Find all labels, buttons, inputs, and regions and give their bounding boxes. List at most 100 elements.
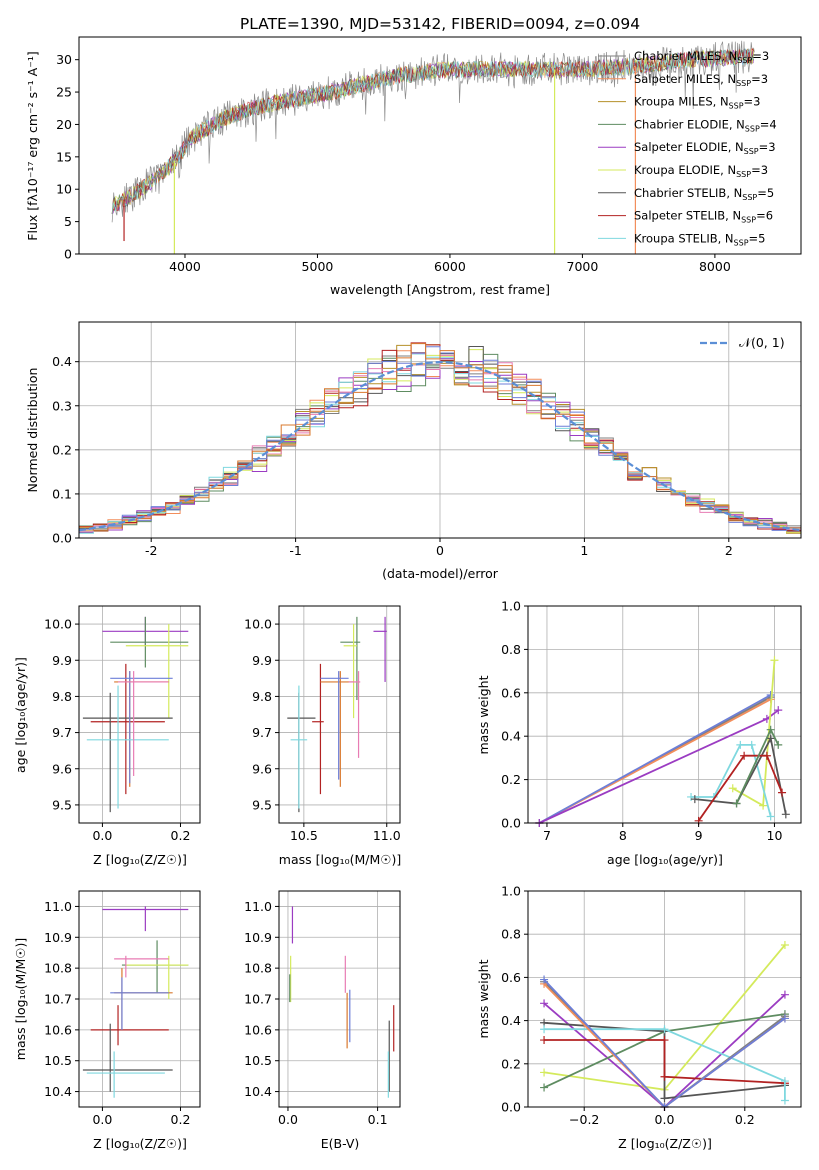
plus-marker xyxy=(728,784,737,793)
legend-sub: SSP xyxy=(734,238,749,247)
x-tick-label: 0.0 xyxy=(92,1112,112,1127)
mass-weight-series-5 xyxy=(544,1028,786,1101)
x-tick-label: 8 xyxy=(619,828,627,843)
plot-frame xyxy=(78,36,802,255)
x-tick-label: 0.1 xyxy=(368,1112,388,1127)
y-tick-label: 0.6 xyxy=(501,685,521,700)
legend-n: =5 xyxy=(749,231,766,245)
y-tick-label: 9.9 xyxy=(252,653,272,668)
plus-marker xyxy=(781,810,790,819)
plus-marker xyxy=(660,1036,669,1045)
y-tick-label: 10.8 xyxy=(44,961,72,976)
y-tick-label: 0.0 xyxy=(501,1100,521,1115)
x-tick-label: 0.2 xyxy=(171,828,191,843)
y-tick-label: 9.7 xyxy=(252,725,272,740)
y-tick-label: 9.8 xyxy=(52,689,72,704)
plus-marker xyxy=(778,788,787,797)
y-tick-label: 10.5 xyxy=(244,1053,272,1068)
age-vs-mass-panel: 10.5 11.0 9.5 9.6 9.7 9.8 9.9 10.0 mass [log₁₀(M… xyxy=(244,605,401,867)
y-tick-label: 10.6 xyxy=(44,1022,72,1037)
x-tick-label: 10 xyxy=(767,828,783,843)
y-tick-label: 0.4 xyxy=(501,1013,521,1028)
plus-marker xyxy=(774,740,783,749)
legend-n: =6 xyxy=(756,209,773,223)
x-tick-label: 8000 xyxy=(699,259,731,274)
y-axis-label: mass [log₁₀(M/M☉)] xyxy=(13,938,28,1060)
legend-sub: SSP xyxy=(741,216,756,225)
y-tick-label: 0.8 xyxy=(501,927,521,942)
y-tick-label: 10.4 xyxy=(44,1084,72,1099)
plus-marker xyxy=(759,801,768,810)
y-tick-label: 10.6 xyxy=(244,1022,272,1037)
y-tick-label: 20 xyxy=(56,117,72,132)
x-tick-label: 0.0 xyxy=(278,1112,298,1127)
x-tick-label: −0.2 xyxy=(569,1112,599,1127)
y-tick-label: 10.9 xyxy=(44,930,72,945)
age-vs-z-panel: 0.0 0.2 9.5 9.6 9.7 9.8 9.9 10.0 Z [log₁₀(Z/Z☉)]… xyxy=(13,605,201,867)
legend-entry: Kroupa MILES, NSSP=3 xyxy=(634,95,760,111)
y-tick-label: 0.0 xyxy=(52,531,72,546)
y-tick-label: 1.0 xyxy=(501,884,521,899)
y-tick-label: 10.9 xyxy=(244,930,272,945)
legend-entry: 𝒩(0, 1) xyxy=(739,335,785,350)
y-tick-label: 9.9 xyxy=(52,653,72,668)
x-axis-label: (data-model)/error xyxy=(382,566,499,581)
plus-marker xyxy=(660,1072,669,1081)
plot-frame xyxy=(527,605,802,824)
y-tick-label: 9.6 xyxy=(52,761,72,776)
legend-entry: Chabrier MILES, NSSP=3 xyxy=(634,49,769,65)
y-tick-label: 30 xyxy=(56,52,72,67)
x-tick-label: 0.2 xyxy=(171,1112,191,1127)
x-tick-label: -2 xyxy=(145,543,157,558)
x-tick-label: 6000 xyxy=(434,259,466,274)
x-axis-label: mass [log₁₀(M/M☉)] xyxy=(279,852,401,867)
plus-marker xyxy=(770,656,779,665)
y-tick-label: 0.4 xyxy=(501,729,521,744)
y-tick-label: 10.7 xyxy=(44,992,72,1007)
y-axis-label: Normed distribution xyxy=(25,368,40,493)
y-tick-label: 25 xyxy=(56,85,72,100)
x-tick-label: 4000 xyxy=(169,259,201,274)
plus-marker xyxy=(660,1025,669,1034)
plus-marker xyxy=(540,999,549,1008)
legend-n: =4 xyxy=(760,117,777,131)
x-tick-label: 1 xyxy=(580,543,588,558)
y-axis-label: mass weight xyxy=(476,959,491,1038)
plus-marker xyxy=(660,1094,669,1103)
mass-vs-ebv-panel: 0.0 0.1 10.4 10.5 10.6 10.7 10.8 10.9 11.0 E(B-V) xyxy=(244,890,401,1151)
y-tick-label: 0.6 xyxy=(501,970,521,985)
x-axis-label: wavelength [Angstrom, rest frame] xyxy=(330,282,550,297)
legend-entry: Salpeter ELODIE, NSSP=3 xyxy=(634,140,776,156)
mass-weight-series-4 xyxy=(544,1039,785,1085)
gaussian-curve xyxy=(78,360,802,532)
y-tick-label: 10.7 xyxy=(244,992,272,1007)
y-tick-label: 10.0 xyxy=(244,617,272,632)
x-tick-label: 2 xyxy=(725,543,733,558)
y-tick-label: 0.2 xyxy=(52,442,72,457)
plus-marker xyxy=(540,975,549,984)
legend-sub: SSP xyxy=(742,193,757,202)
plus-marker xyxy=(747,740,756,749)
legend-n: =3 xyxy=(752,49,769,63)
plus-marker xyxy=(690,795,699,804)
y-tick-label: 10.8 xyxy=(244,961,272,976)
mass-weight-vs-z-panel: −0.2 0.0 0.2 0.0 0.2 0.4 0.6 0.8 1.0 Z [log₁₀(Z/Z… xyxy=(476,884,802,1151)
legend-n: =3 xyxy=(751,163,768,177)
plus-marker xyxy=(766,690,775,699)
residuals-panel: -2 -1 0 1 2 0.0 0.1 0.2 0.3 0.4 (data-model)/error… xyxy=(25,321,802,581)
y-axis-label: mass weight xyxy=(476,675,491,754)
y-tick-label: 9.5 xyxy=(52,797,72,812)
legend-sub: SSP xyxy=(736,79,751,88)
legend-entry: Chabrier STELIB, NSSP=5 xyxy=(634,186,774,202)
y-tick-label: 0.3 xyxy=(52,398,72,413)
y-tick-label: 10.0 xyxy=(44,617,72,632)
plus-marker xyxy=(736,740,745,749)
mass-weight-series-6 xyxy=(694,735,787,815)
y-tick-label: 0.8 xyxy=(501,642,521,657)
spectrum-panel: 4000 5000 6000 7000 8000 0 5 10 15 20 25 30 waveleng… xyxy=(25,36,802,297)
plus-marker xyxy=(740,751,749,760)
mass-vs-z-panel: 0.0 0.2 10.4 10.5 10.6 10.7 10.8 10.9 11.0 Z [log… xyxy=(13,890,201,1151)
x-axis-label: Z [log₁₀(Z/Z☉)] xyxy=(93,852,187,867)
plus-marker xyxy=(732,799,741,808)
legend-sub: SSP xyxy=(745,124,760,133)
